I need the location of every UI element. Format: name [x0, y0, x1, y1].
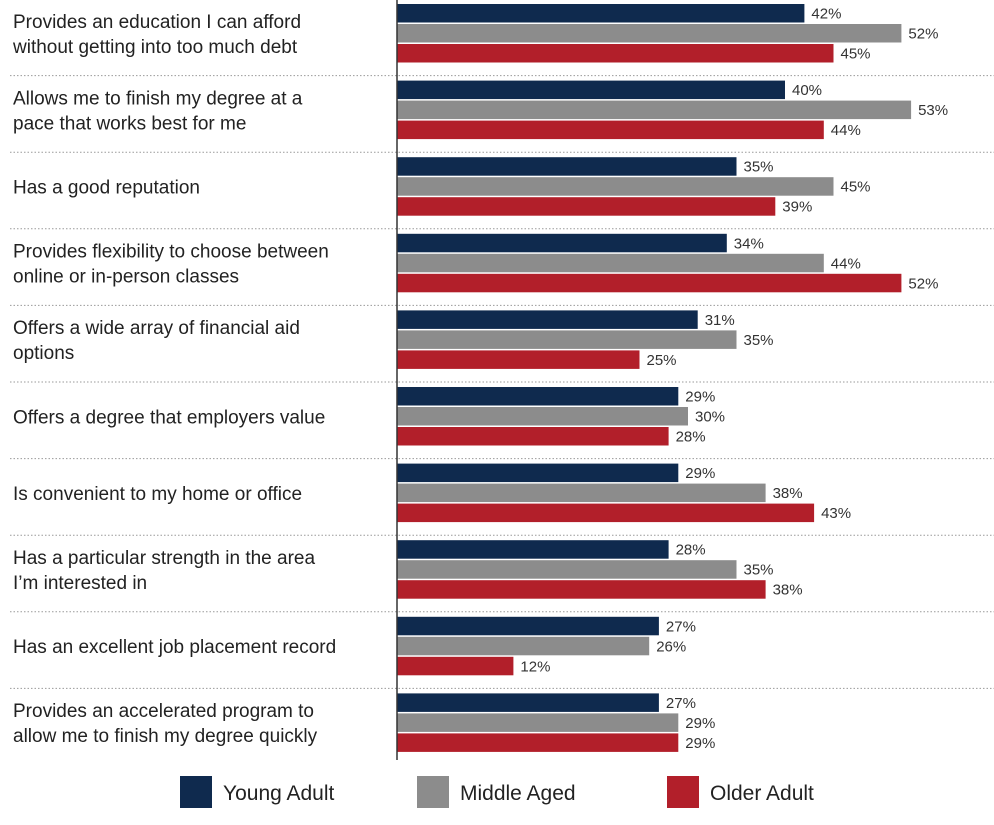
category-label-line: options	[13, 343, 74, 364]
value-label-young-adult-5: 31%	[705, 312, 735, 329]
category-labels: Provides an education I can afford withou…	[12, 12, 336, 747]
category-label-has-a-particular-strength-in-the-area-i-: Has a particular strength in the area I’m…	[13, 548, 315, 594]
bar-older-adult-8	[397, 580, 766, 599]
bar-young-adult-10	[397, 693, 659, 712]
legend-label-young-adult: Young Adult	[223, 782, 335, 805]
bar-young-adult-8	[397, 540, 669, 559]
category-label-provides-flexibility-to-choose-between-o: Provides flexibility to choose between on…	[13, 242, 329, 288]
category-label-line: pace that works best for me	[13, 113, 246, 134]
bar-older-adult-7	[397, 503, 815, 523]
bar-young-adult-3	[397, 157, 737, 176]
bar-young-adult-1	[397, 4, 805, 23]
legend-swatch-middle-aged	[417, 776, 449, 808]
bar-middle-aged-1	[397, 24, 902, 43]
category-label-line: online or in-person classes	[13, 267, 239, 288]
category-label-line: Is convenient to my home or office	[13, 484, 302, 505]
bar-middle-aged-2	[397, 100, 912, 120]
category-label-line: Offers a wide array of financial aid	[13, 318, 300, 339]
legend-label-older-adult: Older Adult	[710, 782, 814, 805]
value-label-middle-aged-5: 35%	[744, 332, 774, 349]
bar-young-adult-4	[397, 233, 727, 253]
category-label-provides-an-education-i-can-afford-witho: Provides an education I can afford withou…	[12, 12, 301, 58]
bars	[397, 4, 912, 752]
value-labels: 42% 52% 45% 40% 53% 44% 35% 45% 39% 34% 44% 52% 31% 3…	[520, 6, 948, 752]
bar-older-adult-2	[397, 120, 824, 140]
value-label-older-adult-8: 38%	[773, 582, 803, 599]
value-label-older-adult-2: 44%	[831, 122, 861, 139]
value-label-young-adult-7: 29%	[685, 465, 715, 482]
category-label-line: I’m interested in	[13, 573, 147, 594]
bar-older-adult-1	[397, 44, 834, 63]
value-label-middle-aged-6: 30%	[695, 409, 725, 426]
value-label-young-adult-1: 42%	[811, 6, 841, 23]
legend-swatch-older-adult	[667, 776, 699, 808]
category-label-has-an-excellent-job-placement-record: Has an excellent job placement record	[13, 637, 336, 658]
bar-young-adult-7	[397, 463, 679, 483]
value-label-older-adult-7: 43%	[821, 505, 851, 522]
category-label-line: allow me to finish my degree quickly	[13, 726, 318, 747]
value-label-middle-aged-7: 38%	[773, 485, 803, 502]
legend: Young Adult Middle Aged Older Adult	[180, 776, 814, 808]
value-label-middle-aged-10: 29%	[685, 715, 715, 732]
value-label-older-adult-1: 45%	[841, 46, 871, 63]
category-label-is-convenient-to-my-home-or-office: Is convenient to my home or office	[13, 484, 302, 505]
category-label-line: Provides flexibility to choose between	[13, 242, 329, 263]
value-label-young-adult-4: 34%	[734, 235, 764, 252]
category-label-line: Provides an accelerated program to	[13, 701, 314, 722]
value-label-young-adult-2: 40%	[792, 82, 822, 99]
bar-older-adult-6	[397, 427, 669, 446]
value-label-young-adult-6: 29%	[685, 389, 715, 406]
value-label-middle-aged-2: 53%	[918, 102, 948, 119]
value-label-middle-aged-9: 26%	[656, 638, 686, 655]
value-label-older-adult-9: 12%	[520, 658, 550, 675]
bar-middle-aged-10	[397, 713, 679, 732]
bar-middle-aged-7	[397, 483, 766, 503]
value-label-young-adult-8: 28%	[676, 542, 706, 559]
category-label-line: Provides an education I can afford	[13, 12, 301, 33]
category-label-line: Has an excellent job placement record	[13, 637, 336, 658]
bar-older-adult-10	[397, 733, 679, 752]
category-label-has-a-good-reputation: Has a good reputation	[13, 177, 200, 198]
value-label-middle-aged-1: 52%	[908, 26, 938, 43]
legend-label-middle-aged: Middle Aged	[460, 782, 576, 805]
bar-middle-aged-4	[397, 253, 824, 273]
value-label-middle-aged-4: 44%	[831, 255, 861, 272]
value-label-older-adult-6: 28%	[676, 429, 706, 446]
category-label-line: Has a good reputation	[13, 177, 200, 198]
value-label-middle-aged-3: 45%	[841, 179, 871, 196]
bar-older-adult-9	[397, 656, 514, 676]
category-label-offers-a-wide-array-of-financial-aid-opt: Offers a wide array of financial aid opti…	[13, 318, 300, 364]
bar-young-adult-5	[397, 310, 698, 329]
value-label-older-adult-5: 25%	[647, 352, 677, 369]
value-label-young-adult-3: 35%	[744, 159, 774, 176]
category-label-allows-me-to-finish-my-degree-at-a-pace-: Allows me to finish my degree at a pace t…	[13, 88, 303, 134]
value-label-older-adult-4: 52%	[908, 275, 938, 292]
category-label-offers-a-degree-that-employers-value: Offers a degree that employers value	[13, 407, 325, 428]
bar-older-adult-4	[397, 273, 902, 293]
value-label-older-adult-3: 39%	[782, 199, 812, 216]
value-label-young-adult-10: 27%	[666, 695, 696, 712]
category-label-line: without getting into too much debt	[12, 37, 298, 58]
legend-swatch-young-adult	[180, 776, 212, 808]
bar-young-adult-6	[397, 387, 679, 406]
bar-older-adult-3	[397, 197, 776, 216]
category-label-provides-an-accelerated-program-to-allow: Provides an accelerated program to allow …	[13, 701, 318, 747]
bar-middle-aged-6	[397, 407, 688, 426]
category-label-line: Has a particular strength in the area	[13, 548, 315, 569]
value-label-middle-aged-8: 35%	[744, 562, 774, 579]
row-separators	[10, 75, 994, 689]
bar-older-adult-5	[397, 350, 640, 369]
bar-young-adult-9	[397, 616, 659, 636]
value-label-young-adult-9: 27%	[666, 618, 696, 635]
bar-young-adult-2	[397, 80, 785, 100]
bar-middle-aged-3	[397, 177, 834, 196]
bar-middle-aged-9	[397, 636, 650, 656]
category-label-line: Allows me to finish my degree at a	[13, 88, 303, 109]
bar-middle-aged-8	[397, 560, 737, 579]
value-label-older-adult-10: 29%	[685, 735, 715, 752]
category-label-line: Offers a degree that employers value	[13, 407, 325, 428]
bar-middle-aged-5	[397, 330, 737, 349]
